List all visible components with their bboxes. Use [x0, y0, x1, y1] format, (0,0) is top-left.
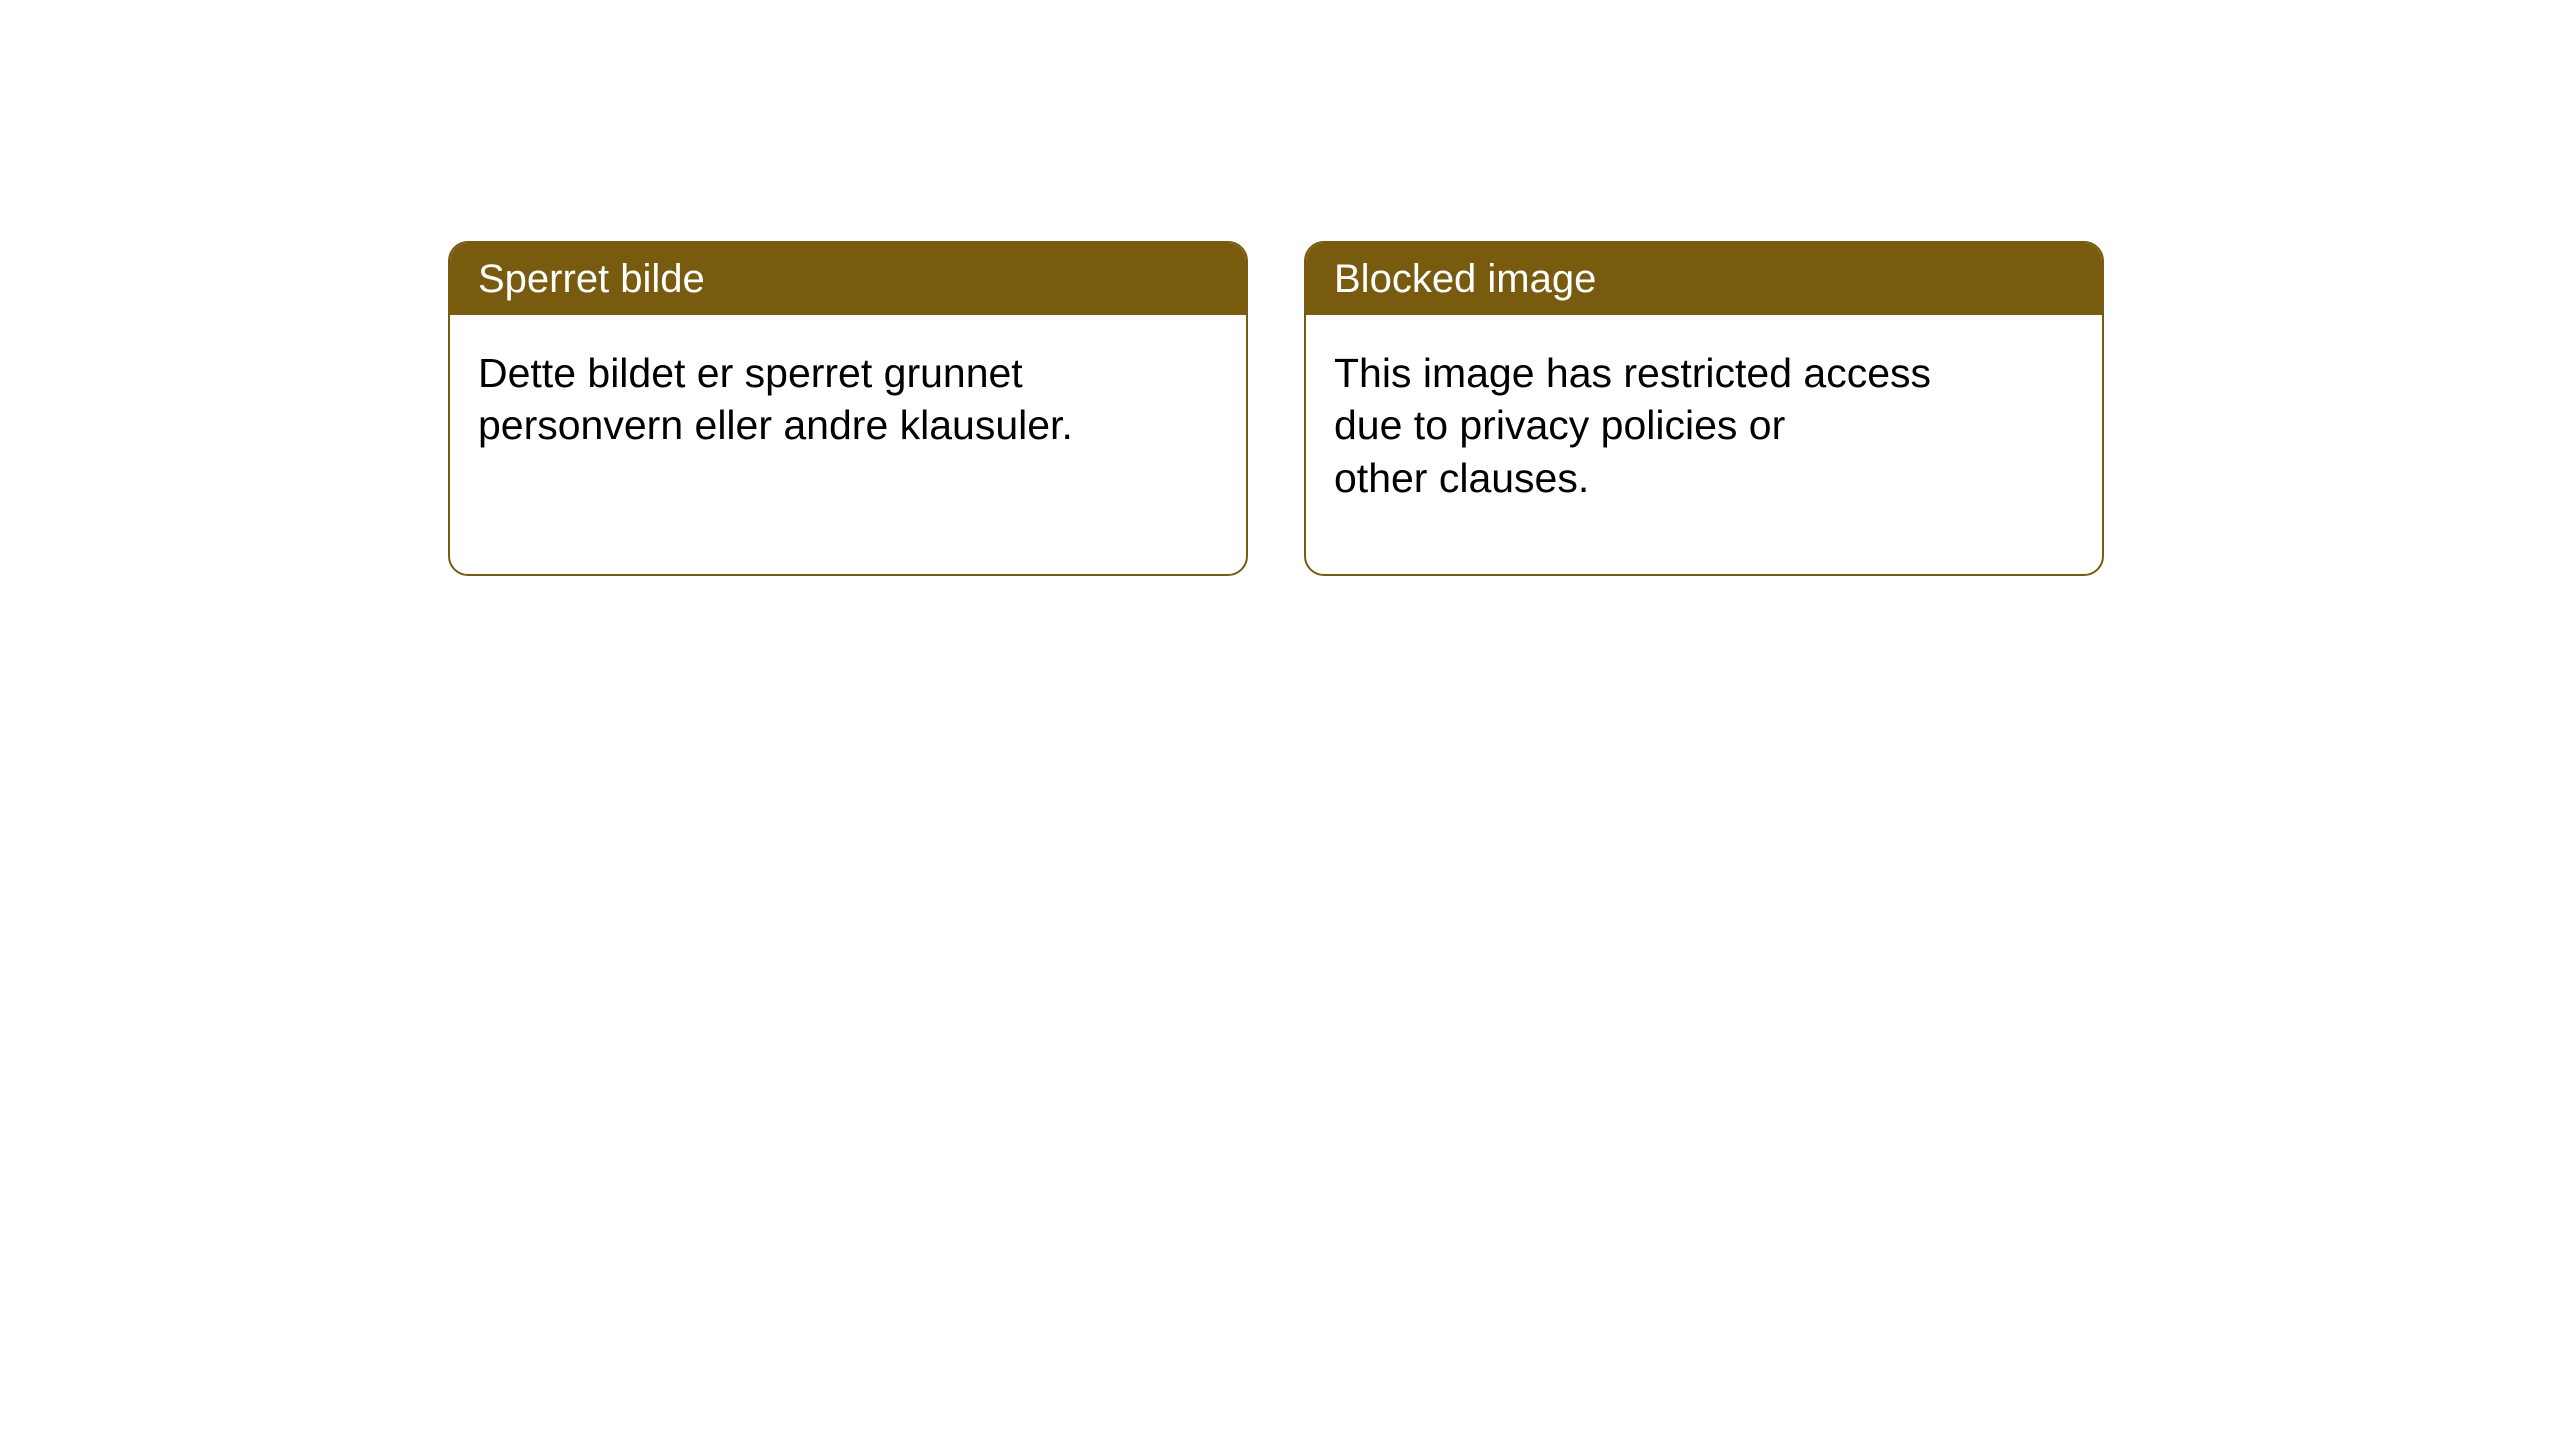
notice-message: Dette bildet er sperret grunnet personve… — [450, 315, 1246, 484]
notice-title: Sperret bilde — [450, 243, 1246, 315]
notice-message: This image has restricted access due to … — [1306, 315, 2102, 536]
notice-card-english: Blocked image This image has restricted … — [1304, 241, 2104, 576]
blocked-image-notices: Sperret bilde Dette bildet er sperret gr… — [448, 241, 2104, 576]
notice-title: Blocked image — [1306, 243, 2102, 315]
notice-card-norwegian: Sperret bilde Dette bildet er sperret gr… — [448, 241, 1248, 576]
